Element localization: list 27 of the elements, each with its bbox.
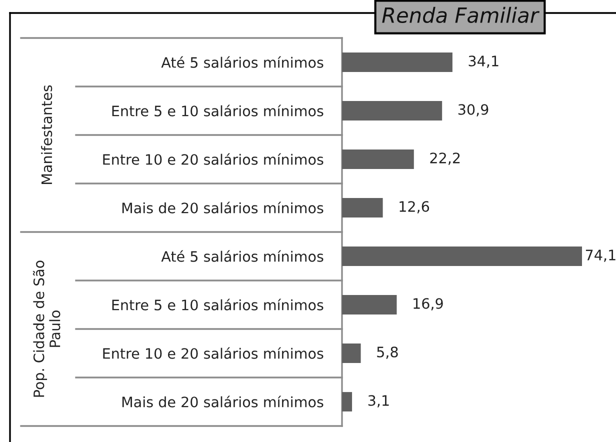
- bar: [342, 344, 361, 363]
- y-tick-label: Mais de 20 salários mínimos: [122, 396, 324, 408]
- bar: [342, 52, 452, 72]
- y-tick-label: Até 5 salários mínimos: [161, 250, 324, 262]
- bar: [342, 198, 383, 218]
- data-label: 22,2: [430, 152, 460, 165]
- y-tick-label: Entre 5 e 10 salários mínimos: [112, 298, 324, 310]
- bar: [342, 295, 397, 314]
- y-tick-label: Entre 10 e 20 salários mínimos: [103, 153, 324, 165]
- bar: [342, 150, 414, 169]
- data-label: 30,9: [458, 104, 488, 116]
- text: Manifestantes: [41, 85, 52, 184]
- chart-title: Renda Familiar: [382, 6, 540, 24]
- bar: [342, 392, 352, 412]
- data-label: 12,6: [400, 201, 430, 214]
- data-label: 5,8: [377, 346, 398, 359]
- data-label: 16,9: [414, 298, 443, 310]
- data-label: 34,1: [468, 56, 498, 68]
- y-tick-label: Entre 5 e 10 salários mínimos: [112, 104, 324, 116]
- y-tick-label: Entre 10 e 20 salários mínimos: [103, 347, 324, 359]
- text: Pop. Cidade de São Paulo: [32, 260, 60, 397]
- data-label: 3,1: [368, 395, 389, 408]
- y-tick-label: Até 5 salários mínimos: [161, 56, 324, 68]
- data-label: 74,1: [586, 250, 616, 262]
- y-tick-label: Mais de 20 salários mínimos: [122, 202, 324, 214]
- bar: [342, 101, 442, 120]
- bar: [342, 246, 582, 266]
